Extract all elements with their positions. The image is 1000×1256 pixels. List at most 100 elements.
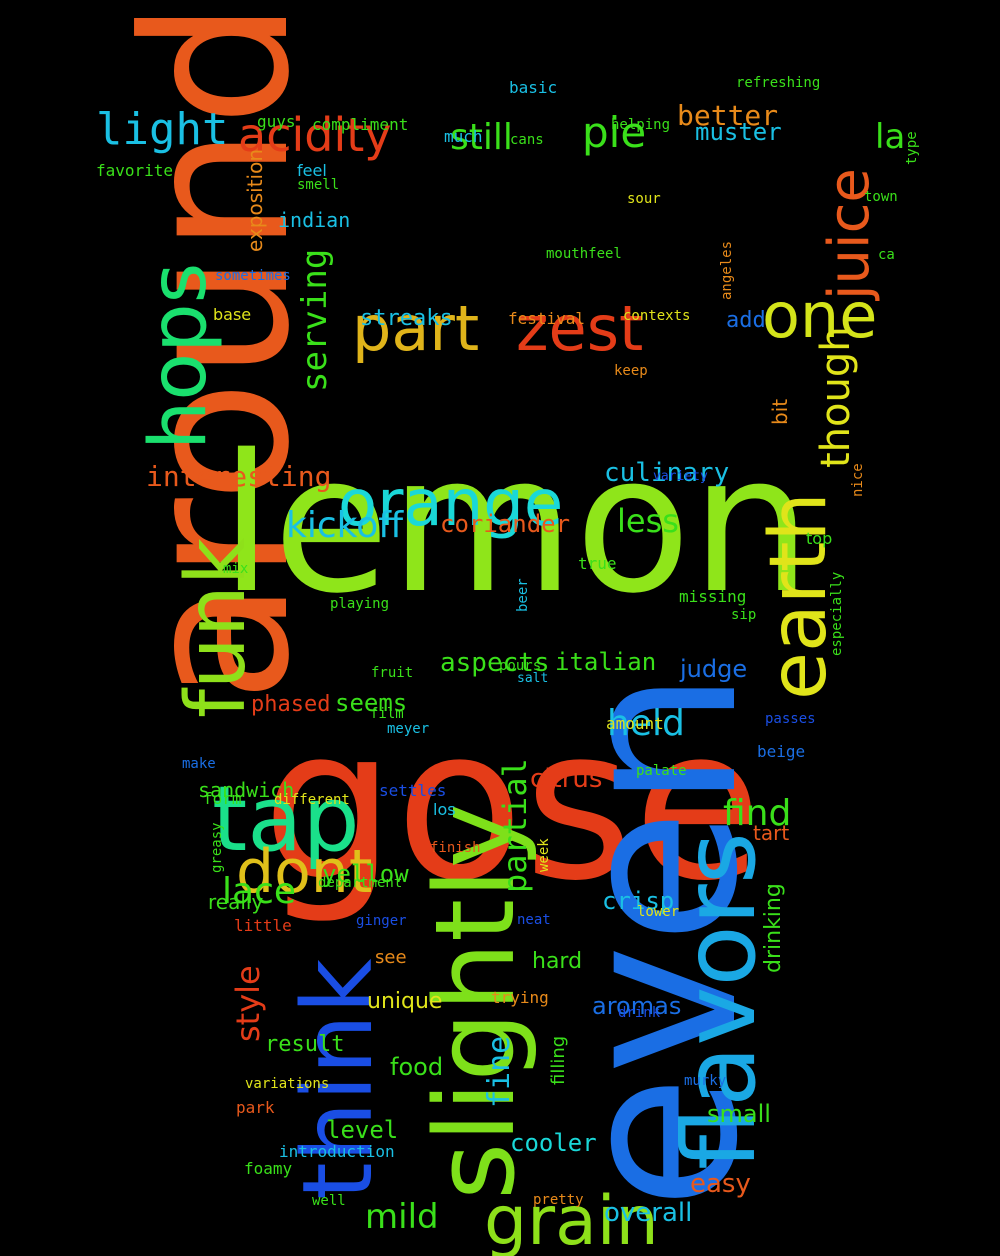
word-feel: feel xyxy=(297,161,327,180)
word-murky: murky xyxy=(684,1073,727,1089)
word-trying: trying xyxy=(491,988,549,1007)
word-pretty: pretty xyxy=(533,1192,584,1208)
word-lower: lower xyxy=(637,904,680,920)
word-earth: earth xyxy=(754,492,844,700)
word-passes: passes xyxy=(765,711,816,727)
word-little: little xyxy=(234,916,292,935)
word-compliment: compliment xyxy=(312,115,409,134)
word-partial: partial xyxy=(496,758,534,893)
word-grain: grain xyxy=(484,1182,659,1256)
word-town: town xyxy=(864,189,898,205)
word-crisp: crisp xyxy=(602,887,675,915)
word-coriander: coriander xyxy=(440,510,571,538)
word-ginger: ginger xyxy=(356,913,407,929)
word-italian: italian xyxy=(555,648,657,676)
word-fruit: fruit xyxy=(371,665,414,681)
word-department: department xyxy=(318,875,403,891)
word-mild: mild xyxy=(365,1197,439,1237)
word-cooler: cooler xyxy=(510,1129,597,1157)
word-orange: orange xyxy=(338,467,564,541)
word-introduction: introduction xyxy=(279,1142,395,1161)
word-really: really xyxy=(208,890,264,914)
word-unique: unique xyxy=(367,989,443,1014)
word-judge: judge xyxy=(680,655,748,683)
word-juice: juice xyxy=(817,168,882,300)
word-los: los xyxy=(433,800,456,819)
word-gose: gose xyxy=(262,682,763,927)
word-interesting: interesting xyxy=(146,460,332,493)
word-sour: sour xyxy=(627,191,661,207)
word-small: small xyxy=(707,1100,771,1128)
word-amount: amount xyxy=(606,714,664,733)
word-better: better xyxy=(677,99,779,132)
word-settles: settles xyxy=(379,781,447,800)
word-easy: easy xyxy=(690,1169,751,1199)
word-though: though xyxy=(813,326,859,468)
word-ca: ca xyxy=(878,247,895,263)
word-still: still xyxy=(450,117,513,158)
word-la: la xyxy=(875,117,906,157)
word-variations: variations xyxy=(245,1076,330,1092)
word-film: film xyxy=(370,706,404,722)
word-finish: finish xyxy=(430,840,481,856)
word-result: result xyxy=(265,1032,345,1057)
word-aromas: aromas xyxy=(592,992,682,1020)
word-angeles: angeles xyxy=(719,240,735,300)
word-lace: lace xyxy=(222,871,297,912)
word-mouthfeel: mouthfeel xyxy=(546,246,622,262)
word-mix: mix xyxy=(223,561,249,577)
word-zest: zest xyxy=(516,292,644,365)
word-kickoff: kickoff xyxy=(286,505,404,546)
word-helping: helping xyxy=(611,117,671,133)
word-see: see xyxy=(375,947,407,968)
word-cans: cans xyxy=(510,132,544,148)
word-neat: neat xyxy=(517,912,551,928)
word-bit: bit xyxy=(768,398,792,425)
word-base: base xyxy=(213,305,252,324)
word-hops: hops xyxy=(134,262,224,450)
word-make: make xyxy=(182,756,216,772)
word-refreshing: refreshing xyxy=(736,75,821,91)
word-type: type xyxy=(904,131,920,165)
word-muster: muster xyxy=(695,118,782,146)
word-guys: guys xyxy=(257,112,296,131)
word-pours: pours xyxy=(499,658,542,674)
word-playing: playing xyxy=(330,596,390,612)
word-phased: phased xyxy=(251,692,331,717)
word-style: style xyxy=(229,965,267,1042)
word-nice: nice xyxy=(850,463,866,497)
word-true: true xyxy=(578,554,617,573)
word-especially: especially xyxy=(829,571,845,656)
word-salt: salt xyxy=(517,671,549,686)
word-streaks: streaks xyxy=(360,306,453,331)
word-missing: missing xyxy=(679,587,747,606)
word-citrus: citrus xyxy=(530,764,603,794)
word-yellow: yellow xyxy=(322,860,409,888)
word-festival: festival xyxy=(508,309,586,328)
word-beer: beer xyxy=(515,578,531,612)
word-basic: basic xyxy=(509,78,558,97)
word-much: much xyxy=(444,127,483,146)
word-serving: serving xyxy=(295,248,335,392)
word-one: one xyxy=(762,279,878,352)
word-lemon: lemon xyxy=(220,414,812,635)
word-greasy: greasy xyxy=(209,822,225,873)
word-foamy: foamy xyxy=(244,1159,293,1178)
word-variety: variety xyxy=(653,469,708,484)
word-find: find xyxy=(723,793,792,834)
word-keep: keep xyxy=(614,363,648,379)
word-well: well xyxy=(312,1193,346,1209)
word-sandwich: sandwich xyxy=(198,778,295,802)
word-indian: indian xyxy=(278,208,351,232)
word-favorite: favorite xyxy=(96,161,174,180)
word-filling: filling xyxy=(548,1035,569,1085)
word-culinary: culinary xyxy=(604,458,730,488)
word-aspects: aspects xyxy=(440,648,550,678)
word-meyer: meyer xyxy=(387,721,430,737)
word-held: held xyxy=(607,703,685,744)
word-hard: hard xyxy=(532,949,583,974)
word-week: week xyxy=(536,838,552,872)
word-sip: sip xyxy=(731,607,757,623)
word-drinking: drinking xyxy=(761,883,786,973)
word-tap: tap xyxy=(212,767,360,872)
